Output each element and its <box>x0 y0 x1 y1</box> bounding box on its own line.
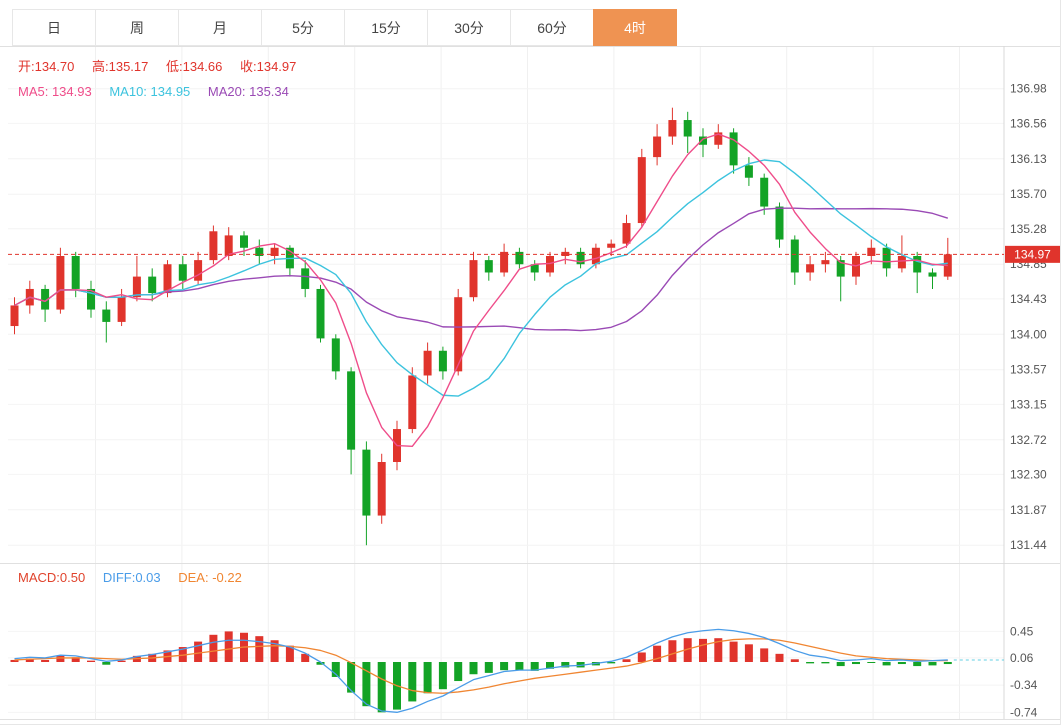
diff-line <box>14 628 948 713</box>
svg-text:136.56: 136.56 <box>1010 116 1047 130</box>
svg-text:-0.74: -0.74 <box>1010 705 1038 719</box>
svg-text:136.13: 136.13 <box>1010 152 1047 166</box>
svg-text:135.28: 135.28 <box>1010 222 1047 236</box>
macd-axis-labels: 0.45 0.06 -0.34 -0.74 <box>1010 624 1038 719</box>
diff-value: DIFF:0.03 <box>102 570 161 585</box>
svg-text:131.44: 131.44 <box>1010 538 1047 552</box>
tab-month[interactable]: 月 <box>178 9 262 46</box>
svg-text:-0.34: -0.34 <box>1010 678 1038 692</box>
open-value: 开:134.70 <box>18 59 75 74</box>
svg-text:134.43: 134.43 <box>1010 292 1047 306</box>
svg-text:0.45: 0.45 <box>1010 624 1034 638</box>
ma20-value: MA20: 135.34 <box>207 84 289 99</box>
tab-30min[interactable]: 30分 <box>427 9 511 46</box>
ma5-line <box>14 133 948 448</box>
tab-day[interactable]: 日 <box>12 9 96 46</box>
macd-legend: MACD:0.50 DIFF:0.03 DEA: -0.22 <box>18 570 256 585</box>
chart-frame <box>0 46 1060 720</box>
price-axis-labels: 136.98136.56136.13135.70135.28134.85134.… <box>1010 82 1047 552</box>
ma-legend: MA5: 134.93 MA10: 134.95 MA20: 135.34 <box>18 84 303 99</box>
tab-15min[interactable]: 15分 <box>344 9 428 46</box>
svg-text:132.30: 132.30 <box>1010 467 1047 481</box>
high-value: 高:135.17 <box>92 59 149 74</box>
macd-value: MACD:0.50 <box>18 570 86 585</box>
macd-histogram[interactable] <box>10 631 952 713</box>
svg-text:133.15: 133.15 <box>1010 397 1047 411</box>
low-value: 低:134.66 <box>166 59 223 74</box>
ma5-value: MA5: 134.93 <box>18 84 92 99</box>
last-price-tag: 134.97 <box>1005 245 1060 263</box>
svg-text:133.57: 133.57 <box>1010 363 1047 377</box>
tab-5min[interactable]: 5分 <box>261 9 345 46</box>
dea-value: DEA: -0.22 <box>178 570 242 585</box>
svg-text:134.97: 134.97 <box>1014 247 1051 261</box>
period-tabbar: 日 周 月 5分 15分 30分 60分 4时 <box>0 0 1060 46</box>
tab-60min[interactable]: 60分 <box>510 9 594 46</box>
svg-text:0.06: 0.06 <box>1010 651 1034 665</box>
svg-text:134.00: 134.00 <box>1010 327 1047 341</box>
svg-text:132.72: 132.72 <box>1010 433 1047 447</box>
gridlines <box>8 46 1004 719</box>
tab-4hour[interactable]: 4时 <box>593 9 677 46</box>
ohlc-legend: 开:134.70 高:135.17 低:134.66 收:134.97 <box>18 56 310 75</box>
ma10-line <box>14 159 948 397</box>
svg-text:135.70: 135.70 <box>1010 187 1047 201</box>
dea-line <box>14 638 948 694</box>
tab-week[interactable]: 周 <box>95 9 179 46</box>
svg-text:131.87: 131.87 <box>1010 503 1047 517</box>
candlestick-series[interactable] <box>10 107 952 546</box>
close-value: 收:134.97 <box>240 59 297 74</box>
ma10-value: MA10: 134.95 <box>109 84 191 99</box>
svg-text:136.98: 136.98 <box>1010 82 1047 96</box>
